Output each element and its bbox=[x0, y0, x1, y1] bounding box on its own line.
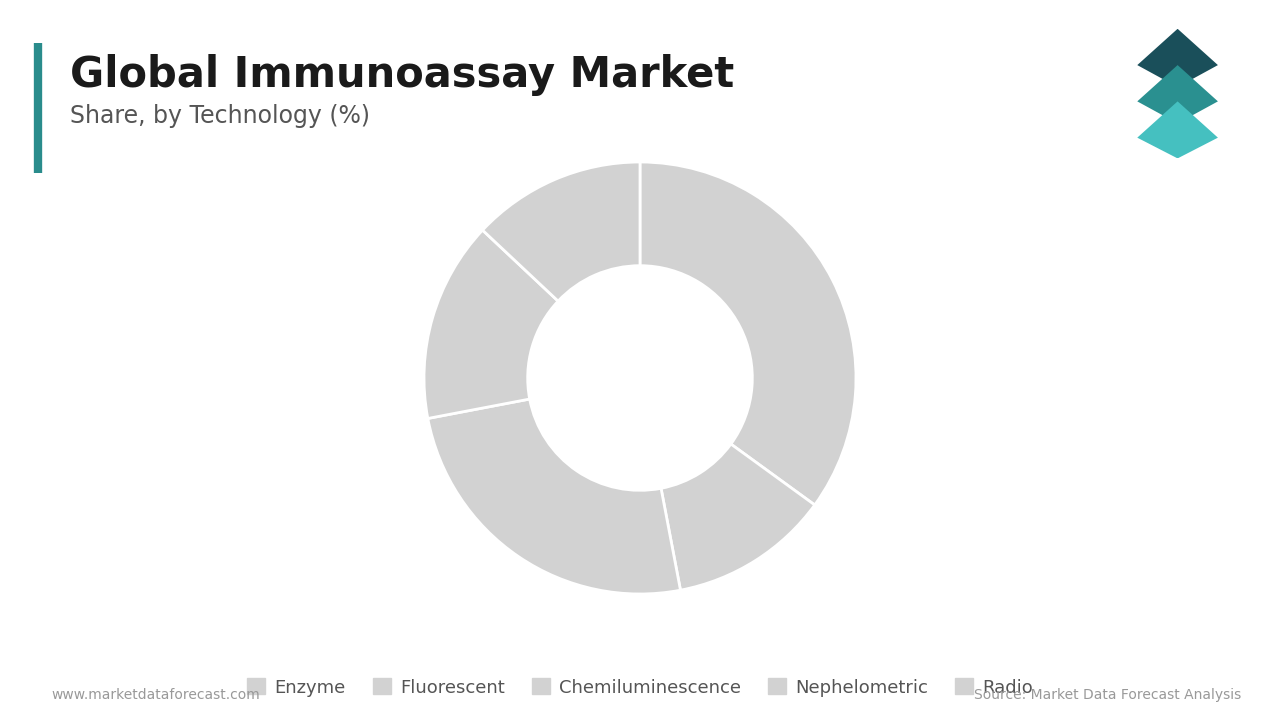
Text: Share, by Technology (%): Share, by Technology (%) bbox=[70, 104, 370, 128]
Polygon shape bbox=[1138, 102, 1219, 158]
Text: www.marketdataforecast.com: www.marketdataforecast.com bbox=[51, 688, 260, 702]
Wedge shape bbox=[660, 444, 815, 590]
Wedge shape bbox=[483, 162, 640, 301]
Wedge shape bbox=[424, 230, 558, 418]
Text: Global Immunoassay Market: Global Immunoassay Market bbox=[70, 54, 735, 96]
Polygon shape bbox=[1138, 65, 1219, 123]
Text: Source: Market Data Forecast Analysis: Source: Market Data Forecast Analysis bbox=[974, 688, 1242, 702]
Legend: Enzyme, Fluorescent, Chemiluminescence, Nephelometric, Radio: Enzyme, Fluorescent, Chemiluminescence, … bbox=[241, 671, 1039, 703]
Wedge shape bbox=[640, 162, 856, 505]
Wedge shape bbox=[428, 399, 681, 594]
Polygon shape bbox=[1138, 29, 1219, 87]
